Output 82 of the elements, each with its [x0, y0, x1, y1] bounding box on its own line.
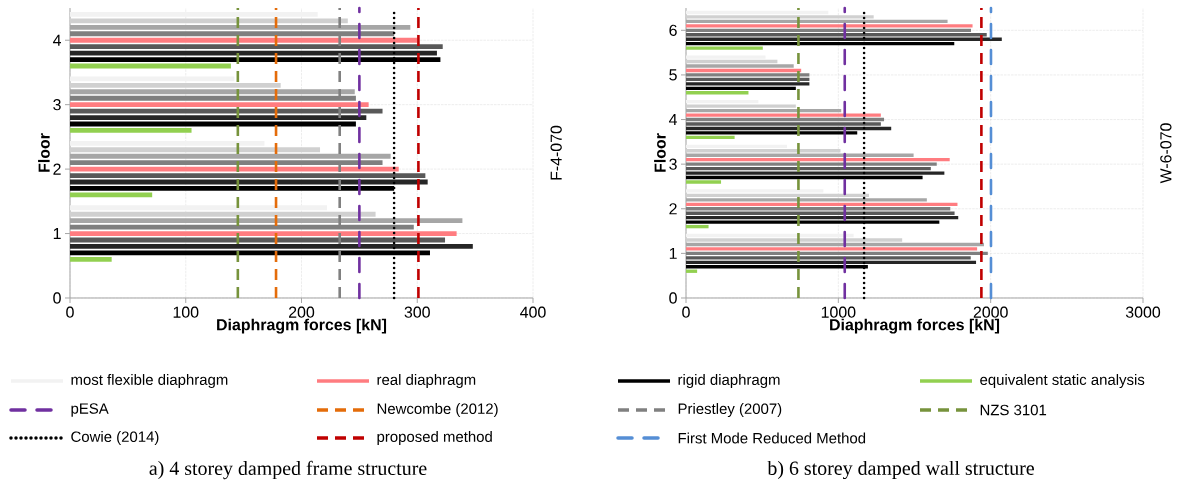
bar	[70, 244, 473, 249]
bar	[686, 113, 881, 117]
bar	[686, 73, 810, 77]
bar	[686, 55, 766, 59]
bar	[70, 115, 367, 120]
y-tick-label: 1	[53, 228, 61, 240]
text: b) 6 storey damped wall structure	[767, 460, 1034, 480]
bar	[70, 140, 265, 146]
bar	[686, 238, 903, 242]
y-tick-label: 4	[52, 34, 62, 46]
bar	[686, 256, 971, 260]
legend-label: proposed method	[377, 431, 492, 445]
bar	[686, 247, 978, 251]
bar	[70, 44, 443, 50]
bar	[686, 86, 796, 90]
bar	[686, 224, 709, 229]
y-axis-title: Floor	[654, 133, 666, 172]
bar	[70, 128, 192, 133]
x-tick-label: 2000	[973, 306, 1008, 318]
legend-label: equivalent static analysis	[980, 374, 1145, 388]
bar	[70, 82, 281, 88]
x-tick-label: 100	[173, 306, 199, 318]
y-tick-label: 0	[669, 292, 677, 304]
bar	[70, 18, 348, 24]
legend-label: most flexible diaphragm	[71, 374, 228, 388]
x-axis-title: Diaphragm forces [kN]	[217, 318, 387, 334]
bar	[70, 256, 112, 262]
y-tick-label: 6	[669, 24, 677, 36]
legend-label: Cowie (2014)	[71, 431, 159, 445]
bar	[70, 50, 437, 56]
y-tick-label: 2	[669, 203, 677, 215]
legend-label: pESA	[71, 403, 109, 417]
bar	[70, 76, 235, 82]
bar	[70, 231, 457, 236]
y-tick-label: 5	[669, 69, 677, 81]
bar	[686, 46, 763, 50]
y-tick-label: 3	[669, 158, 677, 170]
bar	[70, 205, 327, 211]
y2-axis-title: W-6-070	[1160, 123, 1172, 184]
bar	[686, 15, 874, 19]
x-tick-label: 0	[682, 306, 690, 318]
y-tick-label: 2	[53, 163, 61, 175]
y-axis-title: Floor	[38, 133, 50, 172]
y-tick-label: 4	[668, 114, 678, 126]
bar	[70, 147, 321, 153]
bar	[686, 162, 937, 166]
bar	[686, 104, 796, 108]
text: a) 4 storey damped frame structure	[149, 460, 427, 480]
bar	[70, 211, 376, 217]
bar	[686, 82, 810, 86]
bar	[686, 180, 722, 184]
bar	[70, 102, 369, 108]
legend-label: First Mode Reduced Method	[678, 432, 866, 444]
legend-label: real diaphragm	[377, 374, 476, 388]
bar	[70, 166, 399, 172]
bar	[70, 12, 318, 17]
bar	[686, 24, 973, 28]
x-tick-label: 400	[520, 306, 546, 318]
bar	[70, 37, 418, 43]
bar	[686, 131, 858, 135]
y-tick-label: 1	[669, 247, 677, 259]
bar	[70, 192, 153, 198]
legend-label: Priestley (2007)	[678, 403, 782, 417]
y-tick-label: 0	[53, 292, 61, 304]
bar	[70, 173, 426, 178]
legend-label: rigid diaphragm	[678, 374, 780, 388]
y-tick-label: 3	[53, 99, 61, 111]
x-tick-label: 1000	[821, 306, 856, 318]
x-tick-label: 3000	[1125, 306, 1161, 318]
x-axis-title: Diaphragm forces [kN]	[830, 318, 1000, 334]
bar	[686, 122, 881, 126]
legend-label: NZS 3101	[980, 404, 1047, 416]
bar	[70, 108, 383, 114]
bar	[686, 171, 945, 175]
x-tick-label: 0	[66, 306, 74, 318]
legend-label: Newcombe (2012)	[377, 403, 498, 417]
x-tick-label: 300	[404, 306, 430, 318]
x-tick-label: 200	[289, 306, 315, 318]
bar	[686, 135, 735, 140]
bar	[686, 189, 824, 193]
y2-axis-title: F-4-070	[550, 125, 562, 180]
bar	[686, 144, 788, 148]
